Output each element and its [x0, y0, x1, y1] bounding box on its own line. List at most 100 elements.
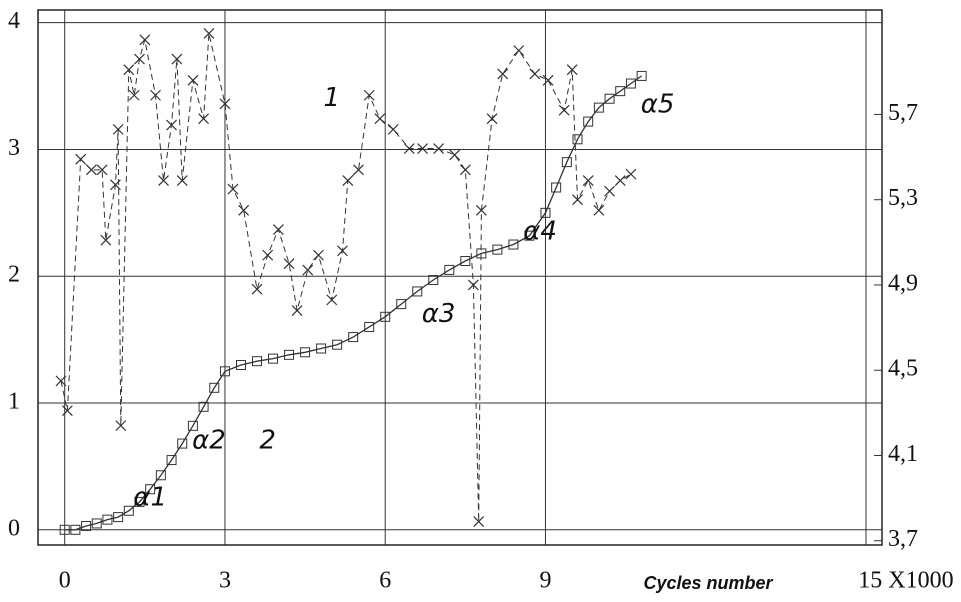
cross-marker [486, 113, 498, 125]
square-marker [81, 520, 92, 531]
cross-marker [542, 74, 554, 86]
annotation: 1 [324, 83, 341, 113]
cross-marker [251, 283, 263, 295]
y-tick-label: 0 [8, 515, 20, 541]
y-tick-label: 2 [8, 262, 20, 288]
y2-tick-label: 4,5 [888, 356, 918, 382]
cross-marker [139, 34, 151, 46]
y2-tick-label: 4,9 [888, 270, 918, 296]
square-marker [59, 524, 70, 535]
cross-marker [529, 68, 541, 80]
cross-marker [128, 89, 140, 101]
x-axis-label: Cycles number [643, 573, 773, 593]
cross-marker [387, 123, 399, 135]
x-tick-label: 3 [219, 568, 231, 594]
cross-marker [572, 194, 583, 206]
square-marker [444, 264, 455, 275]
cross-marker [100, 234, 112, 246]
cross-marker [198, 113, 210, 125]
cross-marker [219, 98, 231, 110]
cross-marker [449, 149, 461, 161]
square-marker [198, 401, 209, 412]
square-marker [476, 248, 487, 259]
x-tick-label: 15 X1000 [858, 568, 953, 594]
cross-marker [291, 305, 303, 316]
square-marker [625, 78, 636, 89]
cross-marker [176, 175, 188, 186]
cross-marker [417, 143, 429, 154]
square-marker [316, 343, 327, 354]
cross-marker [187, 74, 199, 86]
square-marker [412, 286, 423, 297]
square-marker [219, 366, 230, 377]
y-tick-label: 1 [8, 389, 20, 415]
series-line [64, 75, 642, 531]
y2-tick-label: 5,7 [888, 100, 918, 126]
cross-marker [150, 89, 161, 101]
annotation: α2 [192, 426, 226, 456]
cross-marker [110, 179, 121, 191]
square-marker [508, 239, 519, 250]
cross-marker [272, 224, 284, 235]
square-marker [91, 518, 102, 529]
cross-marker [96, 164, 108, 176]
cross-marker [513, 45, 525, 56]
cross-marker [625, 168, 637, 180]
cross-marker [302, 264, 314, 276]
cross-marker [473, 516, 485, 527]
cross-marker [227, 183, 239, 195]
cross-marker [85, 164, 97, 176]
square-marker [155, 470, 166, 481]
square-marker [551, 182, 562, 193]
cross-marker [459, 164, 471, 176]
square-marker [593, 102, 604, 113]
square-marker [113, 512, 124, 523]
square-marker [540, 207, 551, 218]
square-marker [572, 134, 583, 145]
square-marker [636, 70, 647, 81]
cross-marker [433, 143, 445, 154]
square-marker [268, 353, 279, 364]
annotation: α4 [523, 216, 557, 246]
square-marker [70, 524, 81, 535]
square-marker [235, 359, 246, 370]
square-marker [134, 496, 145, 507]
x-tick-label: 6 [379, 568, 391, 594]
square-marker [561, 157, 572, 168]
cross-marker [614, 175, 626, 186]
annotation: α3 [422, 299, 456, 329]
cross-marker [134, 53, 145, 65]
cross-marker [374, 113, 386, 125]
cross-marker [353, 164, 364, 176]
y2-tick-label: 4,1 [888, 441, 918, 467]
cross-marker [403, 143, 415, 154]
square-marker [428, 275, 439, 286]
cross-marker [593, 204, 605, 216]
x-tick-label: 0 [59, 568, 71, 594]
square-marker [209, 382, 220, 393]
square-marker [332, 339, 343, 350]
cross-marker [313, 249, 324, 261]
cross-marker [158, 175, 169, 186]
cross-marker [558, 104, 570, 116]
cross-marker [203, 28, 215, 39]
cross-marker [337, 245, 348, 257]
cross-marker [326, 294, 338, 306]
cross-marker [497, 68, 509, 80]
square-marker [460, 256, 471, 267]
cross-marker [61, 405, 73, 417]
y2-tick-label: 5,3 [888, 185, 918, 211]
cross-marker [75, 153, 87, 165]
cross-marker [363, 89, 375, 101]
cross-marker [115, 420, 127, 432]
cross-marker [342, 175, 354, 186]
y2-tick-label: 3,7 [888, 526, 918, 552]
cross-marker [582, 175, 594, 186]
annotation: α1 [133, 483, 167, 513]
y-tick-label: 3 [8, 135, 20, 161]
cross-marker [112, 123, 124, 135]
cross-marker [123, 64, 135, 76]
cross-marker [475, 204, 487, 216]
square-marker [380, 311, 391, 322]
